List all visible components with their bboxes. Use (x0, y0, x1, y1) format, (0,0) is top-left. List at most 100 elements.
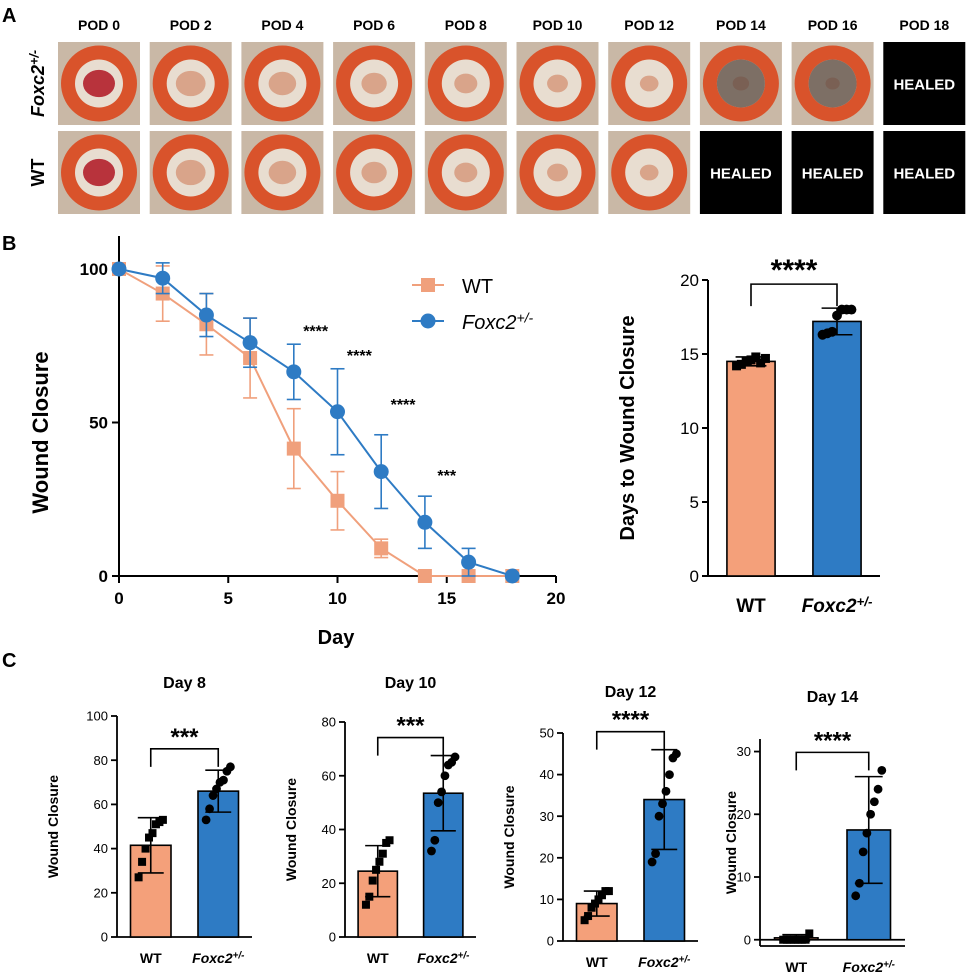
data-point-foxc2 (433, 798, 443, 808)
panel-a-photo-grid: POD 0 POD 2 POD 4 POD 6 POD 8 POD 10 POD 12 POD… (27, 17, 966, 214)
chart-title: Day 10 (385, 675, 437, 692)
x-category-label-main: WT (736, 596, 766, 617)
wound-bed (361, 161, 387, 184)
bar-foxc2 (812, 320, 862, 577)
data-point-foxc2 (661, 786, 671, 796)
y-tick-label: 50 (89, 414, 108, 433)
wound-photo (424, 131, 507, 214)
data-point-foxc2 (242, 335, 258, 351)
y-tick-label: 80 (322, 715, 336, 730)
data-point-wt (368, 876, 377, 885)
healed-label: HEALED (710, 166, 772, 183)
data-point-wt (587, 903, 596, 912)
wound-photo (58, 42, 140, 125)
legend-label-foxc2-main: Foxc2 (462, 312, 516, 334)
wound-photo (791, 42, 874, 125)
data-point-foxc2 (437, 787, 446, 797)
wound-bed (361, 72, 387, 95)
panel-b-bar-chart: 0 5 10 15 20 WT Foxc2+/- **** Days to Wound Clos… (617, 254, 880, 617)
pod-column-header: POD 6 (353, 17, 395, 33)
data-point-wt (751, 352, 761, 362)
wound-bed (639, 164, 659, 181)
data-point-wt (330, 493, 345, 508)
y-axis-label: Wound Closure (45, 775, 61, 878)
row-label-main: Foxc2 (28, 65, 48, 117)
y-axis-label: Wound Closure (28, 351, 53, 513)
wound-bed (268, 71, 297, 96)
wound-bed (175, 159, 206, 186)
pod-column-header: POD 14 (716, 17, 766, 33)
data-point-foxc2 (440, 771, 450, 781)
x-category-label: Foxc2+/- (638, 954, 690, 970)
data-point-wt (374, 541, 389, 556)
data-point-foxc2 (430, 835, 440, 845)
significance-annotation: **** (303, 324, 329, 341)
y-tick-label: 60 (94, 797, 108, 812)
y-tick-label: 80 (94, 753, 108, 768)
significance-bracket (795, 751, 870, 771)
data-point-wt (594, 895, 603, 904)
data-point-wt (746, 355, 756, 365)
legend-label-foxc2: Foxc2+/- (462, 310, 534, 334)
x-category-label: WT (785, 959, 807, 975)
data-point-wt (736, 359, 746, 369)
y-tick-label: 0 (329, 930, 336, 945)
x-tick-label: 5 (224, 589, 233, 608)
wound-bed (547, 163, 568, 182)
data-point-foxc2 (869, 797, 879, 807)
x-category-label-main: Foxc2 (192, 950, 233, 966)
data-point-foxc2 (155, 270, 171, 286)
data-point-foxc2 (417, 514, 433, 530)
healed-cell (791, 131, 874, 214)
bar-foxc2 (197, 790, 240, 938)
data-point-foxc2 (846, 304, 857, 315)
data-point-wt (361, 900, 370, 909)
series-line-foxc2 (118, 268, 513, 577)
data-point-wt (286, 441, 301, 456)
wound-photo (241, 42, 324, 125)
wound-bed (547, 74, 568, 93)
y-tick-label: 0 (690, 567, 699, 586)
healed-label: HEALED (893, 166, 955, 183)
data-point-foxc2 (373, 464, 389, 480)
y-tick-label: 40 (94, 841, 108, 856)
data-point-wt (148, 829, 157, 838)
data-point-wt (417, 569, 432, 583)
data-point-wt (141, 844, 150, 853)
wound-photo (333, 131, 416, 214)
significance-bracket (376, 736, 445, 756)
data-point-foxc2 (450, 752, 460, 762)
pod-column-header: POD 8 (445, 17, 487, 33)
data-point-wt (134, 873, 143, 882)
healed-label: HEALED (893, 77, 955, 94)
significance-annotation: *** (437, 468, 456, 485)
x-category-label: WT (736, 596, 766, 617)
wound-photo (608, 42, 691, 125)
wound-bed (268, 160, 297, 185)
data-point-wt (375, 857, 384, 866)
wound-photo (241, 131, 324, 214)
wound-photo (58, 131, 140, 214)
data-point-foxc2 (862, 828, 872, 838)
significance-label: *** (396, 713, 425, 740)
wound-photo (699, 42, 782, 125)
x-tick-label: 0 (114, 589, 123, 608)
wound-photo (333, 42, 416, 125)
hair-regrowth (716, 59, 765, 108)
data-point-foxc2 (665, 770, 674, 779)
pod-column-header: POD 10 (533, 17, 583, 33)
x-category-label-main: Foxc2 (843, 959, 884, 975)
data-point-foxc2 (330, 404, 345, 420)
y-tick-label: 0 (744, 932, 751, 947)
x-category-label: Foxc2+/- (802, 594, 873, 617)
significance-label: **** (814, 727, 852, 754)
y-tick-label: 30 (737, 744, 751, 759)
data-point-foxc2 (851, 891, 861, 901)
y-tick-label: 0 (99, 567, 108, 586)
pod-column-header: POD 4 (261, 17, 303, 33)
pod-column-header: POD 0 (78, 17, 120, 33)
wound-bed (454, 162, 478, 183)
data-point-wt (760, 353, 770, 363)
